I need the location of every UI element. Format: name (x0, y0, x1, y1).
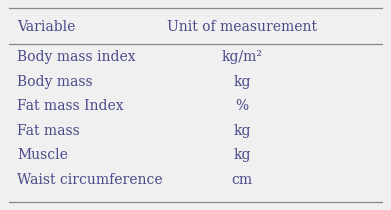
Text: Fat mass: Fat mass (17, 124, 80, 138)
Text: Waist circumference: Waist circumference (17, 173, 163, 186)
Text: Body mass: Body mass (17, 75, 93, 89)
Text: Variable: Variable (17, 20, 75, 34)
Text: cm: cm (231, 173, 253, 186)
Text: Unit of measurement: Unit of measurement (167, 20, 317, 34)
Text: kg/m²: kg/m² (222, 50, 263, 64)
Text: %: % (235, 99, 249, 113)
Text: kg: kg (233, 124, 251, 138)
Text: Body mass index: Body mass index (17, 50, 136, 64)
Text: Muscle: Muscle (17, 148, 68, 162)
Text: Fat mass Index: Fat mass Index (17, 99, 124, 113)
Text: kg: kg (233, 75, 251, 89)
Text: kg: kg (233, 148, 251, 162)
